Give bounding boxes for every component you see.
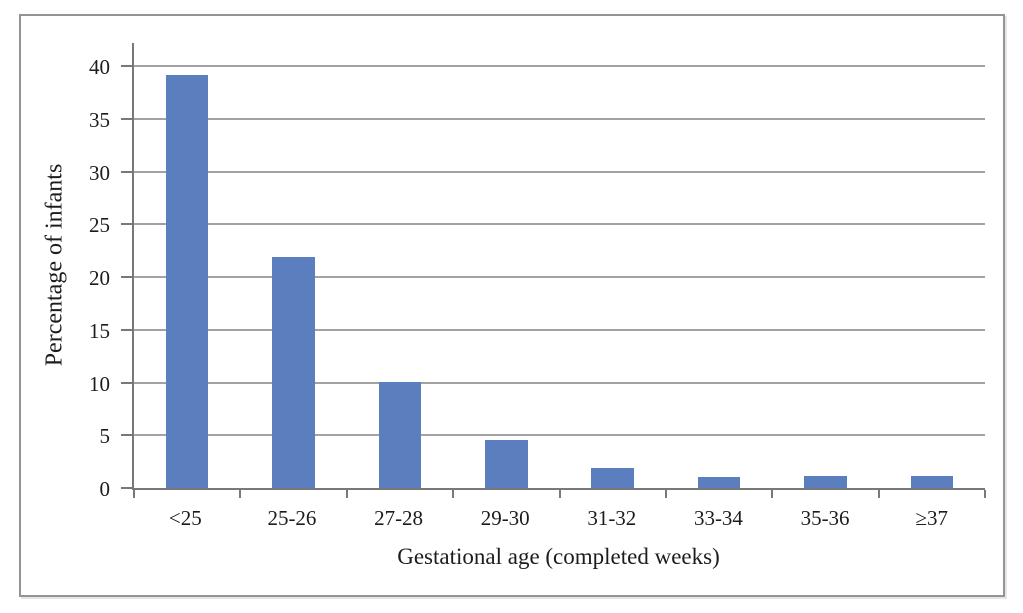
y-axis-tick-labels: 0 5 10 15 20 25 30 35 40: [21, 43, 111, 501]
y-axis-tick-20: [121, 276, 134, 279]
bar-≥37: [910, 476, 954, 488]
x-axis-tick-label: 35-36: [800, 506, 850, 530]
y-axis-tick-40: [121, 65, 134, 68]
bar-29-30: [485, 439, 528, 488]
gridline-y-25: [134, 223, 985, 226]
x-axis-tick-label: 33-34: [693, 506, 743, 530]
x-axis-tick-7: [877, 490, 880, 498]
gridline-y-20: [134, 276, 985, 279]
y-axis-tick-label: 5: [99, 424, 111, 449]
x-axis-tick-5: [664, 490, 667, 498]
gridline-y-5: [134, 434, 985, 437]
bar-31-32: [591, 467, 634, 488]
bar-33-34: [697, 477, 741, 488]
x-axis-tick-6: [771, 490, 774, 498]
y-axis-tick-label: 30: [89, 160, 110, 185]
x-axis-tick-labels: <25 25-26 27-28 29-30 31-32 33-34 35-36 ≥37: [132, 505, 985, 531]
x-axis-tick-2: [345, 490, 348, 498]
y-axis-tick-5: [121, 434, 134, 437]
x-axis-tick-label: 25-26: [267, 506, 317, 530]
bar-35-36: [804, 476, 847, 488]
y-axis-tick-label: 40: [89, 55, 110, 80]
y-axis-tick-label: 15: [89, 318, 110, 343]
gridline-y-40: [134, 65, 985, 68]
x-axis-tick-0: [133, 490, 135, 498]
x-axis-tick-label: 31-32: [587, 506, 637, 530]
x-axis-tick-label: 27-28: [374, 506, 424, 530]
x-axis-tick-8: [984, 490, 986, 498]
y-axis-tick-label: 25: [89, 213, 110, 238]
y-axis-tick-label: 10: [89, 371, 110, 396]
y-axis-tick-label: 35: [89, 107, 110, 132]
gridline-y-30: [134, 170, 985, 173]
y-axis-tick-15: [121, 328, 134, 331]
x-axis-tick-4: [558, 490, 561, 498]
y-axis-tick-label: 20: [89, 266, 110, 291]
gridline-y-10: [134, 381, 985, 384]
y-axis-tick-25: [121, 223, 134, 226]
gridline-y-15: [134, 328, 985, 331]
gridline-y-35: [134, 117, 985, 120]
y-axis-tick-10: [121, 381, 134, 384]
x-axis-tick-label: 29-30: [480, 506, 530, 530]
x-axis-tick-label: ≥37: [915, 506, 948, 530]
y-axis-tick-label: 0: [99, 477, 111, 501]
bar-25-26: [272, 257, 315, 488]
y-axis-tick-0: [121, 487, 134, 489]
y-axis-tick-30: [121, 170, 134, 173]
bar-27-28: [378, 381, 422, 488]
y-axis-tick-35: [121, 117, 134, 120]
chart-frame: Percentage of infants 0 5 10 15 20 25 30 35 40 <…: [19, 14, 1005, 597]
x-axis-title: Gestational age (completed weeks): [397, 544, 720, 569]
bar-<25: [165, 74, 209, 488]
plot-area: [121, 43, 986, 498]
x-axis-tick-3: [452, 490, 455, 498]
x-axis-tick-1: [239, 490, 242, 498]
x-axis-tick-label: <25: [168, 506, 202, 530]
